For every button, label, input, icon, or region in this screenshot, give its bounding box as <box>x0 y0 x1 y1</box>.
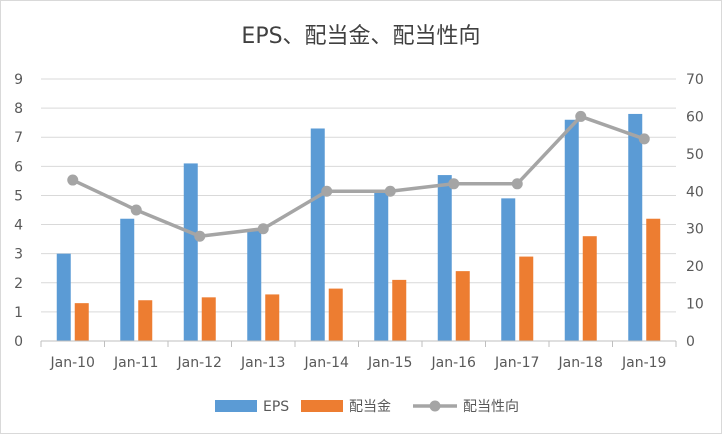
eps-bar <box>564 119 579 341</box>
payout-ratio-point <box>575 110 587 122</box>
legend-swatch-marker <box>429 400 441 412</box>
x-tick-label: Jan-16 <box>431 355 477 371</box>
dividend-bar <box>392 279 407 341</box>
y-right-tick-label: 60 <box>686 109 704 125</box>
payout-ratio-point <box>384 185 396 197</box>
chart-title: EPS、配当金、配当性向 <box>241 24 480 49</box>
dividend-bar <box>74 303 89 341</box>
x-tick-label: Jan-11 <box>113 355 158 371</box>
y-right-tick-label: 50 <box>686 147 704 163</box>
y-left-tick-label: 8 <box>14 101 23 117</box>
payout-ratio-point <box>130 204 142 216</box>
y-right-tick-label: 20 <box>686 259 704 275</box>
eps-bar <box>501 198 516 341</box>
axes-group: 0 1 2 3 4 5 6 7 8 9 0 10 20 30 40 50 60 70 Jan-10 Jan-11 Jan… <box>14 72 704 371</box>
bars-group <box>56 113 661 341</box>
eps-bar <box>120 218 135 341</box>
y-right-tick-label: 30 <box>686 222 704 238</box>
legend-swatch <box>301 400 343 412</box>
x-tick-label: Jan-19 <box>621 355 666 371</box>
y-right-tick-label: 0 <box>686 334 695 350</box>
x-tick-label: Jan-10 <box>50 355 95 371</box>
eps-bar <box>310 128 325 341</box>
dividend-bar <box>519 256 534 341</box>
y-left-tick-label: 4 <box>14 218 23 234</box>
payout-ratio-point <box>638 133 650 145</box>
y-left-tick-label: 9 <box>14 72 23 88</box>
y-left-tick-label: 2 <box>14 276 23 292</box>
payout-ratio-point <box>321 185 333 197</box>
y-left-tick-label: 0 <box>14 334 23 350</box>
dividend-bar <box>265 294 280 341</box>
x-tick-label: Jan-14 <box>304 355 350 371</box>
y-left-tick-label: 1 <box>14 305 23 321</box>
legend-label: 配当性向 <box>463 399 519 415</box>
y-left-tick-label: 5 <box>14 188 23 204</box>
eps-bar <box>56 253 71 341</box>
y-right-tick-label: 10 <box>686 297 704 313</box>
eps-bar <box>247 230 262 341</box>
payout-ratio-point <box>194 230 206 242</box>
x-tick-label: Jan-13 <box>240 355 285 371</box>
payout-ratio-point <box>448 178 460 190</box>
x-tick-label: Jan-18 <box>558 355 603 371</box>
y-right-tick-label: 70 <box>686 72 704 88</box>
eps-bar <box>628 113 643 341</box>
dividend-bar <box>201 297 216 341</box>
payout-ratio-point <box>511 178 523 190</box>
x-tick-label: Jan-17 <box>494 355 539 371</box>
payout-ratio-point <box>67 174 79 186</box>
eps-bar <box>183 163 198 341</box>
legend: EPS 配当金 配当性向 <box>215 399 519 415</box>
dividend-bar <box>455 271 470 341</box>
payout-ratio-point <box>257 223 269 235</box>
legend-label: EPS <box>263 399 289 415</box>
dividend-bar <box>138 300 153 341</box>
x-tick-label: Jan-12 <box>177 355 222 371</box>
x-tick-label: Jan-15 <box>367 355 412 371</box>
line-series-group <box>67 110 650 242</box>
legend-swatch <box>215 400 257 412</box>
dividend-bar <box>582 236 597 341</box>
dividend-bar <box>328 288 343 341</box>
dividend-bar <box>646 218 661 341</box>
y-right-tick-label: 40 <box>686 184 704 200</box>
gridlines <box>41 78 676 313</box>
eps-bar <box>437 175 452 341</box>
y-left-tick-label: 3 <box>14 247 23 263</box>
eps-bar <box>374 192 389 341</box>
y-left-tick-label: 7 <box>14 130 23 146</box>
legend-label: 配当金 <box>349 399 391 415</box>
y-left-tick-label: 6 <box>14 159 23 175</box>
payout-ratio-line <box>71 114 646 238</box>
